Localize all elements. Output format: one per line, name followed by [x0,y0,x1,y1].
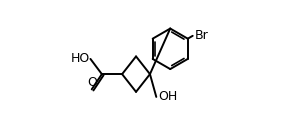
Text: Br: Br [195,29,209,42]
Text: OH: OH [158,90,177,103]
Text: O: O [87,76,97,89]
Text: HO: HO [71,52,90,65]
